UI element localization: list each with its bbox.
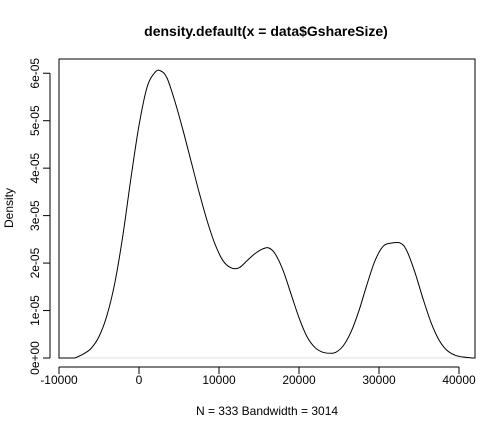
x-tick-label: 10000 <box>202 373 236 387</box>
x-axis-label: N = 333 Bandwidth = 3014 <box>196 404 338 418</box>
x-tick-label: 40000 <box>442 373 476 387</box>
y-tick-label: 2e-05 <box>28 247 42 278</box>
chart-title: density.default(x = data$GshareSize) <box>144 23 388 39</box>
x-tick-label: 30000 <box>362 373 396 387</box>
y-axis-label: Density <box>2 188 16 228</box>
y-tick-label: 3e-05 <box>28 200 42 231</box>
x-tick-label: -10000 <box>40 373 78 387</box>
y-tick-label: 5e-05 <box>28 105 42 136</box>
x-tick-label: 0 <box>136 373 143 387</box>
x-tick-label: 20000 <box>282 373 316 387</box>
y-axis: 0e+00 1e-05 2e-05 3e-05 4e-05 5e-05 6e-05 <box>28 58 51 375</box>
y-tick-label: 6e-05 <box>28 58 42 89</box>
plot-box <box>58 58 476 359</box>
y-tick-label: 0e+00 <box>28 341 42 375</box>
y-tick-label: 4e-05 <box>28 152 42 183</box>
x-axis: -10000 0 10000 20000 30000 40000 <box>40 366 476 387</box>
y-tick-label: 1e-05 <box>28 295 42 326</box>
density-curve <box>74 69 472 359</box>
